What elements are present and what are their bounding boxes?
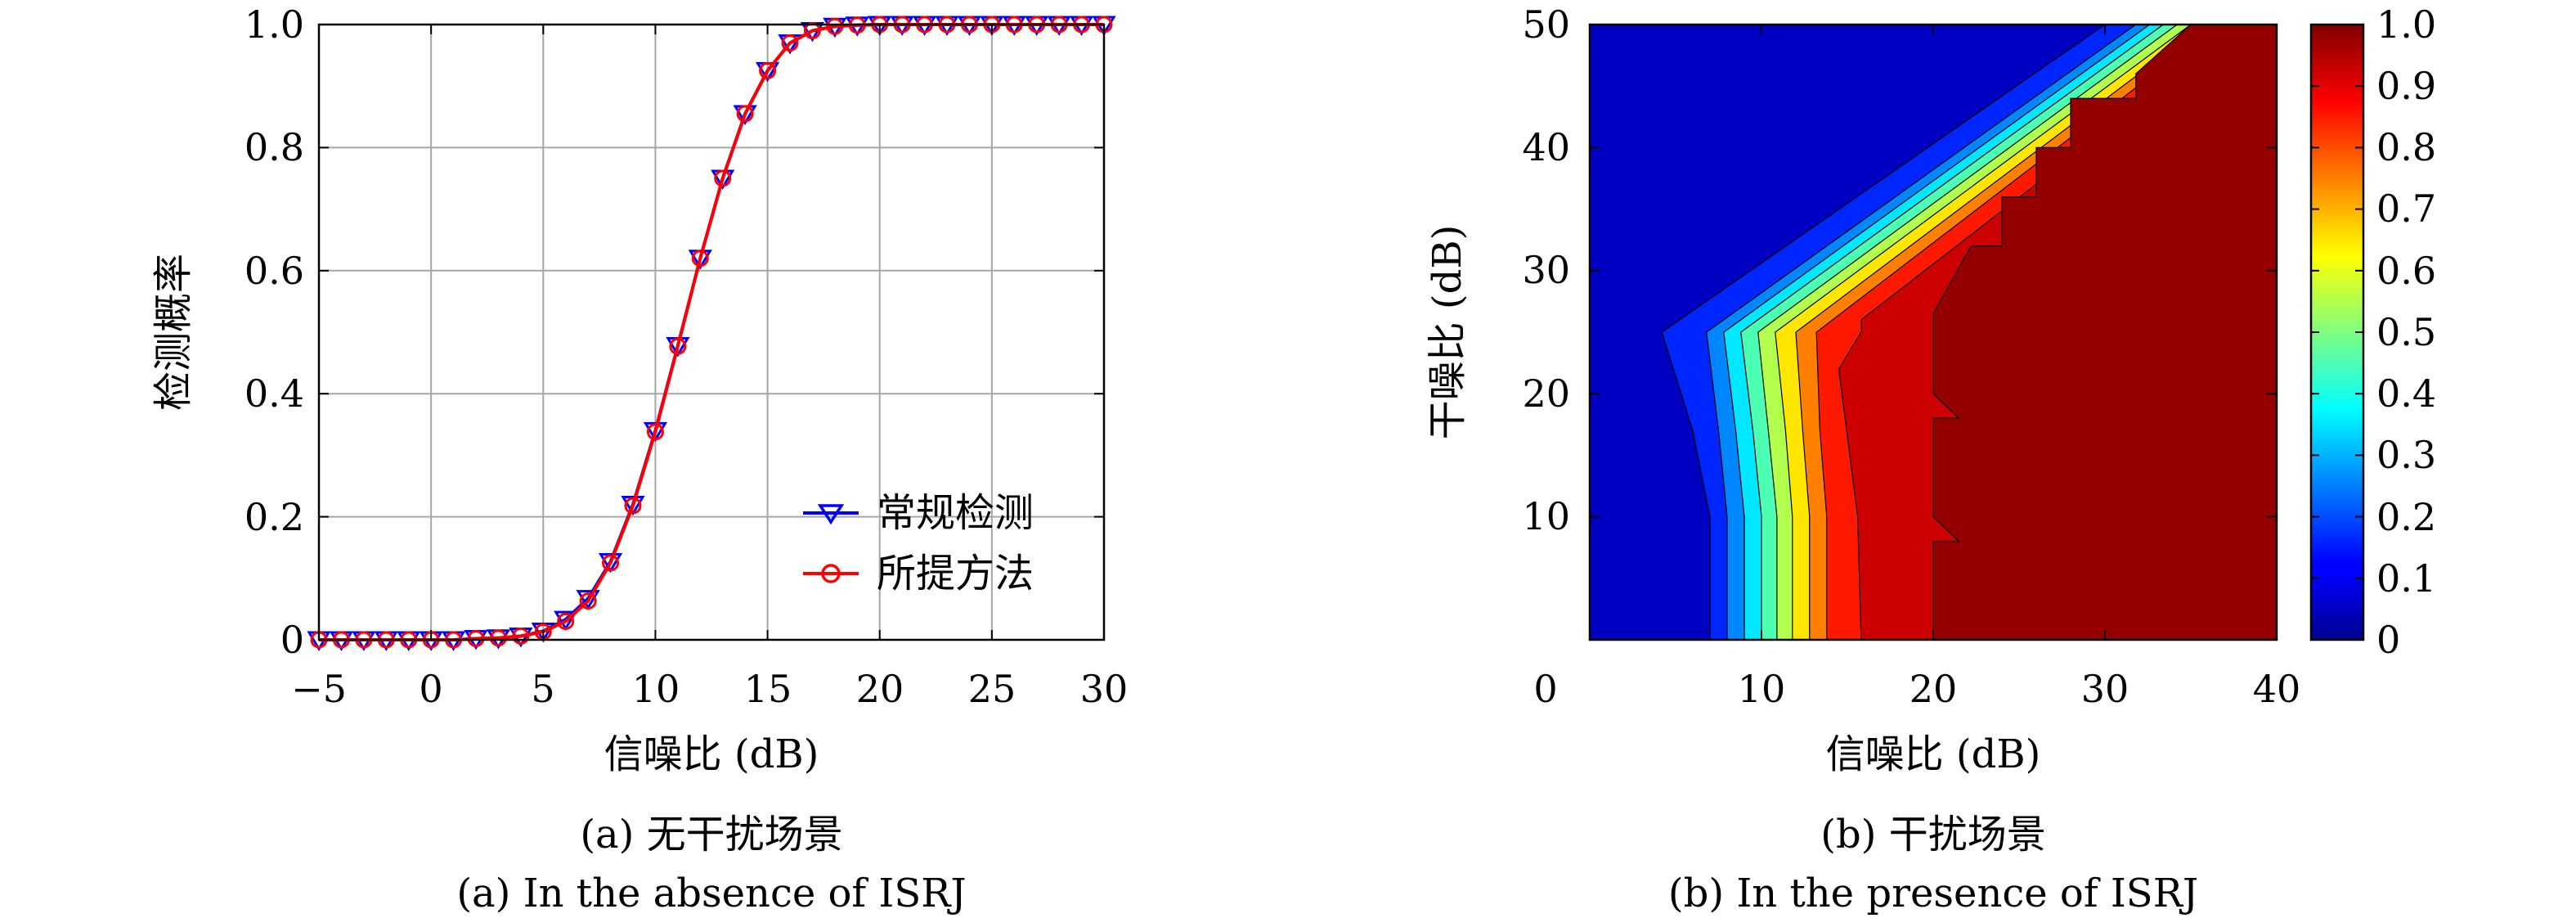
panel-b-ytick-label: 40 bbox=[1522, 125, 1570, 169]
panel-b-xtick-label: 30 bbox=[2081, 667, 2129, 711]
data-point-proposed bbox=[579, 592, 597, 610]
data-point-proposed bbox=[826, 17, 844, 35]
colorbar-tick-label: 0.2 bbox=[2376, 495, 2436, 539]
panel-a-ytick-label: 0.4 bbox=[245, 371, 304, 416]
panel-a-y-axis-label: 检测概率 bbox=[150, 254, 196, 411]
series-line-conventional bbox=[319, 23, 1104, 641]
colorbar-tick-label: 1.0 bbox=[2376, 2, 2436, 47]
data-point-proposed bbox=[781, 34, 799, 52]
panel-b-ytick-label: 20 bbox=[1522, 371, 1570, 416]
panel-a-ytick-label: 1.0 bbox=[245, 2, 304, 47]
data-point-proposed bbox=[467, 629, 485, 647]
panel-a-xtick-label: 30 bbox=[1080, 667, 1129, 711]
panel-a-xtick-label: 0 bbox=[419, 667, 442, 711]
panel-a-ytick-label: 0.8 bbox=[245, 125, 304, 169]
panel-a-ytick-label: 0 bbox=[280, 618, 304, 662]
colorbar: 0 0.1 0.2 0.3 0.4 0.5 0.6 0.7 0.8 0.9 1.… bbox=[2309, 2, 2436, 662]
data-point-proposed bbox=[512, 627, 530, 645]
panel-b-xtick-label: 20 bbox=[1910, 667, 1958, 711]
data-point-proposed bbox=[489, 629, 507, 647]
panel-a-xtick-label: 15 bbox=[744, 667, 792, 711]
panel-a-plot-frame bbox=[317, 23, 1106, 641]
caption-b-english: (b) In the presence of ISRJ bbox=[1668, 871, 2198, 916]
colorbar-tick-label: 0.3 bbox=[2376, 433, 2436, 477]
panel-a: 0 0.2 0.4 0.6 0.8 1.0 −5 0 5 10 15 20 25… bbox=[150, 2, 1128, 777]
panel-b-ytick-label: 30 bbox=[1522, 248, 1570, 292]
colorbar-tick-label: 0.1 bbox=[2376, 556, 2436, 601]
data-point-conventional bbox=[576, 590, 600, 610]
data-point-proposed bbox=[624, 497, 642, 515]
colorbar-tick-label: 0.6 bbox=[2376, 249, 2436, 293]
caption-b-chinese: (b) 干扰场景 bbox=[1820, 812, 2045, 857]
panel-a-ytick-label: 0.6 bbox=[245, 249, 304, 293]
data-point-proposed bbox=[759, 61, 777, 79]
colorbar-tick-label: 0.7 bbox=[2376, 187, 2436, 231]
colorbar-tick-label: 0 bbox=[2376, 618, 2400, 662]
data-point-proposed bbox=[557, 612, 575, 630]
panel-a-grid bbox=[318, 24, 1105, 641]
colorbar-gradient bbox=[2309, 23, 2365, 641]
data-point-proposed bbox=[602, 554, 620, 572]
data-point-proposed bbox=[691, 250, 709, 268]
colorbar-tick-label: 0.9 bbox=[2376, 64, 2436, 108]
data-point-conventional bbox=[554, 610, 578, 632]
panel-a-ticks bbox=[318, 24, 1105, 641]
panel-b-y-axis-label: 干噪比 (dB) bbox=[1425, 225, 1470, 440]
panel-b-xtick-label: 40 bbox=[2253, 667, 2301, 711]
panel-a-xtick-label: 20 bbox=[856, 667, 904, 711]
panel-b-ytick-label: 10 bbox=[1522, 494, 1570, 538]
colorbar-ticks bbox=[2311, 24, 2363, 641]
series-line-proposed bbox=[319, 23, 1104, 641]
panel-b: 10 20 30 40 50 0 10 20 30 40 信噪比 (dB) 干噪… bbox=[1425, 2, 2436, 777]
circle-icon bbox=[821, 564, 841, 583]
panel-a-legend: 常规检测 所提方法 bbox=[803, 490, 1034, 596]
legend-item-conventional: 常规检测 bbox=[803, 490, 1034, 536]
data-point-proposed bbox=[803, 22, 821, 40]
panel-a-x-axis-label: 信噪比 (dB) bbox=[604, 731, 819, 777]
caption-a-english: (a) In the absence of ISRJ bbox=[456, 871, 966, 916]
panel-b-ytick-label: 50 bbox=[1522, 2, 1570, 47]
panel-b-xtick-label: 0 bbox=[1533, 667, 1557, 711]
legend-label-conventional: 常规检测 bbox=[877, 490, 1034, 536]
contour-band bbox=[1932, 24, 2278, 641]
panel-b-ticks bbox=[1589, 24, 2278, 640]
colorbar-tick-label: 0.4 bbox=[2376, 371, 2436, 416]
data-point-proposed bbox=[669, 337, 687, 355]
data-point-proposed bbox=[736, 105, 754, 123]
panel-a-xtick-label: 25 bbox=[968, 667, 1016, 711]
panel-a-xtick-label: −5 bbox=[291, 667, 347, 711]
data-point-proposed bbox=[646, 423, 664, 441]
panel-b-xtick-label: 10 bbox=[1738, 667, 1786, 711]
data-point-proposed bbox=[714, 169, 732, 187]
caption-a-chinese: (a) 无干扰场景 bbox=[580, 812, 842, 857]
legend-label-proposed: 所提方法 bbox=[877, 551, 1034, 596]
panel-a-xtick-label: 5 bbox=[531, 667, 554, 711]
panel-a-xtick-label: 10 bbox=[632, 667, 680, 711]
panel-b-x-axis-label: 信噪比 (dB) bbox=[1826, 731, 2041, 777]
data-point-conventional bbox=[598, 552, 623, 574]
triangle-down-icon bbox=[817, 504, 845, 525]
panel-a-ytick-label: 0.2 bbox=[245, 495, 304, 539]
data-point-conventional bbox=[621, 496, 645, 516]
panel-b-contour-fill bbox=[1590, 24, 2278, 641]
data-point-conventional bbox=[643, 421, 668, 443]
colorbar-tick-label: 0.5 bbox=[2376, 310, 2436, 354]
legend-item-proposed: 所提方法 bbox=[803, 551, 1034, 596]
colorbar-tick-label: 0.8 bbox=[2376, 125, 2436, 169]
